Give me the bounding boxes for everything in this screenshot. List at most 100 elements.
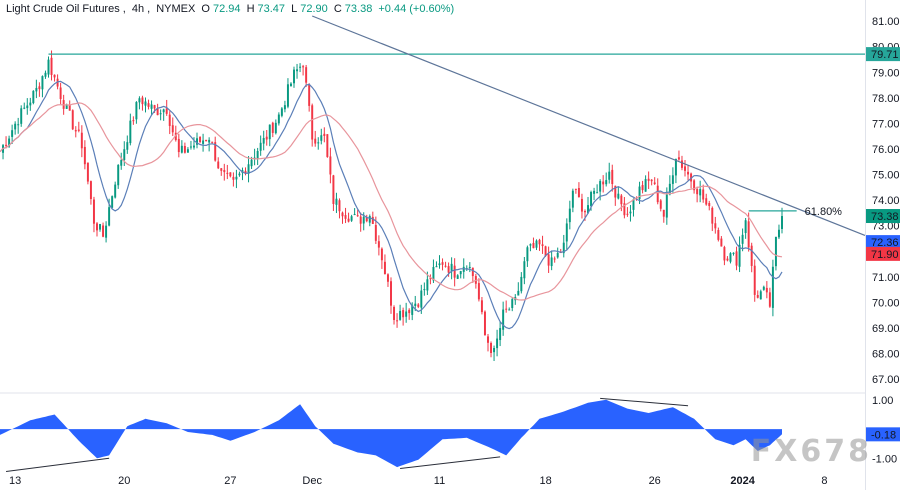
candle-body [547,254,550,266]
candle-body [11,130,14,137]
candle-body [653,182,656,185]
candle-body [674,158,677,176]
candle-body [268,124,271,140]
candle-body [480,300,483,313]
candle-body [541,244,544,247]
candle-body [305,67,308,83]
candle-body [102,225,105,237]
candle-body [35,87,38,92]
chart-legend: Light Crude Oil Futures, 4h, NYMEX O 72.9… [6,3,455,15]
candle-body [417,304,420,307]
candle-body [350,216,353,221]
exchange: NYMEX [156,3,196,15]
high-label: H [246,3,255,15]
candle-body [20,108,23,124]
candle-body [526,247,529,262]
candle-body [744,220,747,234]
candle-body [781,216,783,229]
low-label: L [291,3,298,15]
price-axis-tag [866,246,900,261]
candle-body [726,258,729,261]
candle-body [671,175,674,184]
candle-body [320,135,323,141]
candle-body [756,295,759,298]
price-axis-tag [866,235,900,250]
candle-body [477,283,480,300]
candle-body [147,103,150,107]
close-label: C [333,3,342,15]
candle-body [605,180,608,185]
candle-body [735,251,738,266]
candle-body [108,207,111,226]
y-tick-label: 79.00 [872,67,900,79]
candle-body [247,164,250,174]
candle-body [532,242,535,249]
candle-body [632,199,635,210]
candle-body [617,193,620,199]
candle-body [459,271,462,275]
candle-body [505,308,508,310]
candle-body [277,114,280,124]
candle-body [732,252,735,254]
candle-body [117,164,120,186]
candle-body [71,110,74,130]
instrument-name: Light Crude Oil Futures [6,3,120,15]
candle-body [599,181,602,192]
candle-body [638,186,641,200]
candle-body [693,180,696,191]
candle-body [162,109,165,113]
candle-body [23,107,26,109]
candle-body [499,328,502,341]
candle-body [447,266,450,273]
candle-body [423,289,426,291]
candle-body [656,185,659,203]
candle-body [587,205,590,214]
x-tick-label: 18 [539,475,551,487]
candle-body [86,162,89,182]
candle-body [405,311,408,317]
candle-body [362,216,365,224]
candle-body [717,230,720,240]
candle-body [180,145,183,153]
candle-body [338,200,341,212]
x-tick-label: 26 [649,475,661,487]
candle-body [644,179,647,192]
candle-body [538,239,541,245]
candle-body [177,138,180,153]
candle-body [296,69,299,72]
candle-body [153,105,156,109]
price-axis-tag [866,47,900,62]
candle-body [17,124,20,126]
candle-body [390,281,392,306]
close-value: 73.38 [344,3,373,15]
candle-body [544,246,547,256]
candle-body [53,74,56,78]
candle-body [608,171,611,180]
candle-body [126,142,129,150]
candle-body [490,343,493,354]
candle-body [696,189,699,195]
candle-body [496,338,499,349]
candle-body [574,188,577,190]
y-tick-label: 76.00 [872,144,900,156]
candle-body [14,123,17,130]
candle-body [426,279,429,291]
candle-body [196,138,199,145]
candle-body [259,142,262,151]
candle-body [690,173,693,182]
candle-body [129,120,132,144]
candle-body [289,83,292,86]
candle-body [183,146,186,153]
candle-body [647,178,650,181]
timeframe: 4h [131,3,145,15]
candle-body [286,84,289,107]
candle-body [314,138,317,144]
candle-body [56,78,59,87]
candle-body [174,132,177,141]
price-axis-tag [866,209,900,224]
candle-body [332,175,335,204]
candle-body [414,303,417,306]
candle-body [89,181,92,200]
